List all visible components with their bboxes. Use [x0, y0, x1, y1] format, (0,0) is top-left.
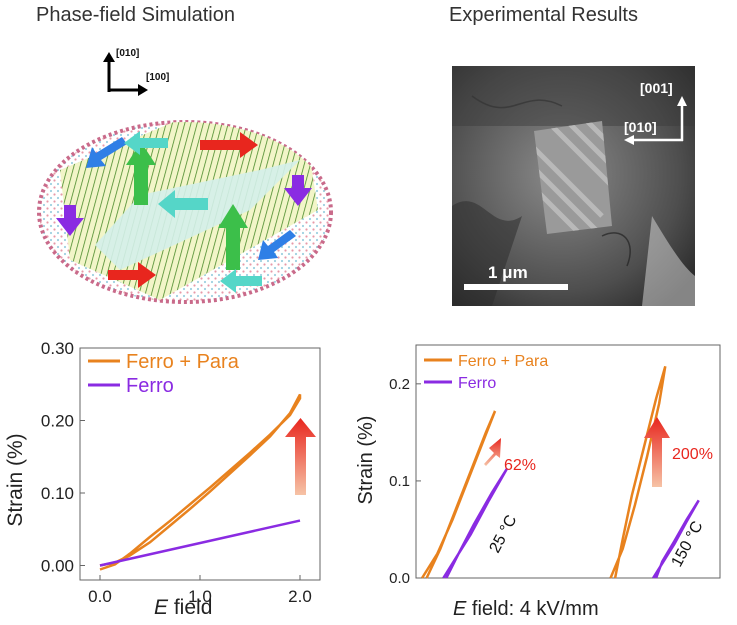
x-axis-title-experiment-symbol: E: [453, 598, 467, 620]
increase-arrow: [285, 418, 316, 495]
legend-label-ferro: Ferro: [126, 375, 174, 397]
increase-arrow-large: [644, 417, 670, 487]
series-ferro-para-25-c-: [421, 410, 497, 579]
simulation-axis-indicator: [103, 52, 148, 96]
series-ferro-150-c-: [652, 499, 700, 579]
polarization-arrows: [56, 131, 312, 293]
series-ferro: [99, 519, 301, 567]
polarization-arrow-purple: [284, 175, 312, 206]
tem-axis-label-001: [001]: [640, 80, 673, 96]
annotation-62-percent: 62%: [504, 457, 536, 474]
y-tick-label: 0.30: [41, 339, 74, 358]
y-axis-title: Strain (%): [4, 433, 27, 526]
x-tick-label: 2.0: [288, 587, 312, 606]
y-axis-title: Strain (%): [355, 416, 377, 505]
x-axis-title-rest: field: [168, 596, 213, 619]
polarization-arrow-blue: [258, 230, 296, 260]
axis-label-010: [010]: [116, 48, 139, 59]
tem-micrograph: [001] [010] 1 μm: [452, 66, 695, 306]
y-tick-label: 0.0: [389, 570, 410, 587]
chart-legend: Ferro + Para Ferro: [424, 353, 548, 392]
domain-ellipse: [37, 120, 333, 304]
polarization-arrow-green: [126, 142, 156, 205]
polarization-arrow-purple: [56, 205, 84, 236]
polarization-arrow-cyan: [158, 190, 208, 218]
x-axis-title-experiment: E field: 4 kV/mm: [453, 598, 599, 621]
annotation-25c: 25 °C: [487, 512, 521, 555]
y-tick-label: 0.10: [41, 484, 74, 503]
series-ferro-para-150-c-: [609, 366, 667, 579]
axis-label-100: [100]: [146, 72, 169, 83]
polarization-arrow-blue: [86, 137, 127, 168]
series-ferro-25-c-: [442, 467, 509, 579]
right-panel-heading: Experimental Results: [449, 4, 638, 26]
y-tick-label: 0.2: [389, 376, 410, 393]
series-ferro-para: [99, 393, 302, 571]
x-tick-label: 1.0: [188, 587, 212, 606]
scale-bar-label: 1 μm: [488, 263, 528, 282]
x-tick-label: 0.0: [88, 587, 112, 606]
chart-legend: Ferro + Para Ferro: [88, 351, 240, 397]
annotation-200-percent: 200%: [672, 446, 713, 463]
experimental-strain-chart: 0.0 0.1 0.2 Ferro + Para Ferro 62% 200% 25…: [355, 344, 721, 587]
phase-field-simulation: [010] [100]: [37, 48, 333, 304]
tem-axis-indicator: [624, 96, 687, 145]
left-panel-heading: Phase-field Simulation: [36, 4, 235, 26]
polarization-arrow-cyan: [124, 131, 168, 155]
polarization-arrow-red: [108, 262, 156, 288]
y-tick-label: 0.20: [41, 412, 74, 431]
tem-axis-label-010: [010]: [624, 119, 657, 135]
legend-label-ferro: Ferro: [458, 375, 496, 392]
polarization-arrow-red: [200, 132, 258, 158]
increase-arrow-small: [484, 438, 501, 466]
x-axis-title: E field: [154, 596, 212, 620]
simulation-strain-chart: 0.00 0.10 0.20 0.30 0.0 1.0 2.0 Ferro + Para F…: [4, 339, 321, 606]
polarization-arrow-green: [218, 204, 248, 270]
plot-frame: [79, 347, 321, 581]
legend-label-ferro-para: Ferro + Para: [126, 351, 240, 373]
plot-frame: [415, 344, 721, 579]
y-tick-label: 0.00: [41, 557, 74, 576]
x-axis-title-experiment-rest: field: 4 kV/mm: [466, 598, 599, 620]
x-axis-title-symbol: E: [154, 596, 169, 619]
polarization-arrow-cyan: [220, 269, 262, 293]
scale-bar: [464, 284, 568, 290]
legend-label-ferro-para: Ferro + Para: [458, 353, 548, 370]
y-tick-label: 0.1: [389, 473, 410, 490]
